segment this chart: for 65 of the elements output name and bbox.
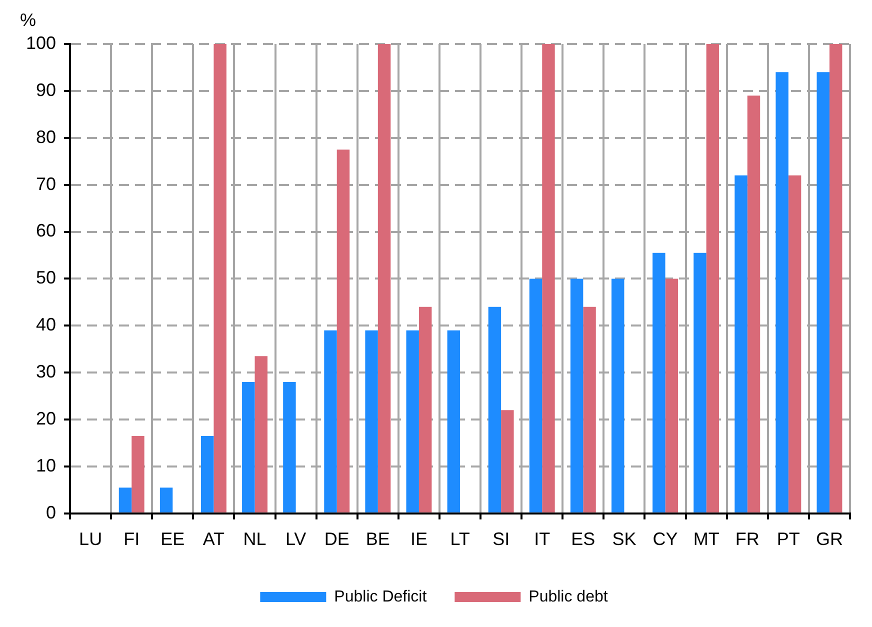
bar: [132, 436, 144, 512]
bar: [378, 44, 391, 512]
y-axis-title: %: [20, 10, 36, 30]
bar: [324, 330, 337, 512]
y-tick-label: 30: [36, 362, 56, 382]
bar: [776, 72, 788, 512]
bar: [501, 410, 514, 512]
x-tick-label: BE: [366, 529, 390, 550]
y-tick-label: 0: [46, 502, 56, 522]
bar: [734, 175, 748, 512]
bar: [542, 44, 555, 512]
y-tick-label: 60: [36, 220, 56, 241]
x-tick-label: IE: [410, 529, 428, 550]
y-tick-label: 80: [36, 126, 56, 147]
x-tick-label: IT: [534, 529, 550, 550]
bar: [242, 382, 255, 512]
bar: [570, 278, 584, 512]
bar: [118, 488, 132, 512]
x-tick-label: FR: [735, 529, 760, 550]
bar: [254, 356, 268, 512]
y-tick-label: 20: [36, 408, 56, 428]
bar: [283, 382, 296, 512]
legend-label: Public Deficit: [334, 588, 428, 606]
bar: [652, 252, 666, 512]
x-tick-label: ES: [571, 529, 596, 550]
bar: [336, 150, 350, 512]
bar: [665, 278, 678, 512]
bar: [406, 330, 419, 512]
bar: [365, 330, 378, 512]
x-tick-label: EE: [160, 529, 185, 550]
x-tick-label: LT: [450, 529, 470, 550]
x-tick-label: SI: [492, 529, 510, 550]
y-tick-label: 100: [26, 32, 56, 53]
x-tick-label: MT: [693, 529, 720, 550]
y-tick-label: 10: [36, 455, 56, 476]
bar: [829, 44, 842, 512]
x-tick-label: LU: [79, 529, 102, 550]
x-tick-label: LV: [285, 529, 306, 550]
bar: [788, 175, 802, 512]
bar: [214, 44, 226, 512]
y-tick-label: 40: [36, 314, 56, 335]
x-tick-label: DE: [324, 529, 350, 550]
bar: [418, 306, 432, 512]
x-tick-label: NL: [243, 529, 266, 550]
bar: [160, 488, 173, 512]
bar: [611, 278, 624, 512]
bar: [200, 436, 214, 512]
x-tick-label: GR: [816, 529, 843, 550]
bar: [694, 252, 706, 512]
y-tick-label: 90: [36, 80, 56, 100]
bar: [447, 330, 460, 512]
y-tick-label: 50: [36, 268, 56, 288]
bar: [816, 72, 830, 512]
x-tick-label: SK: [612, 529, 636, 550]
bar: [529, 278, 542, 512]
bar: [488, 306, 502, 512]
x-tick-label: PT: [776, 529, 800, 550]
legend-label: Public debt: [528, 588, 608, 606]
y-tick-label: 70: [36, 174, 56, 194]
bar: [706, 44, 720, 512]
x-tick-label: CY: [652, 529, 678, 550]
x-tick-label: AT: [202, 529, 225, 550]
bar: [747, 96, 760, 512]
bar: [583, 306, 596, 512]
x-tick-label: FI: [124, 529, 140, 550]
